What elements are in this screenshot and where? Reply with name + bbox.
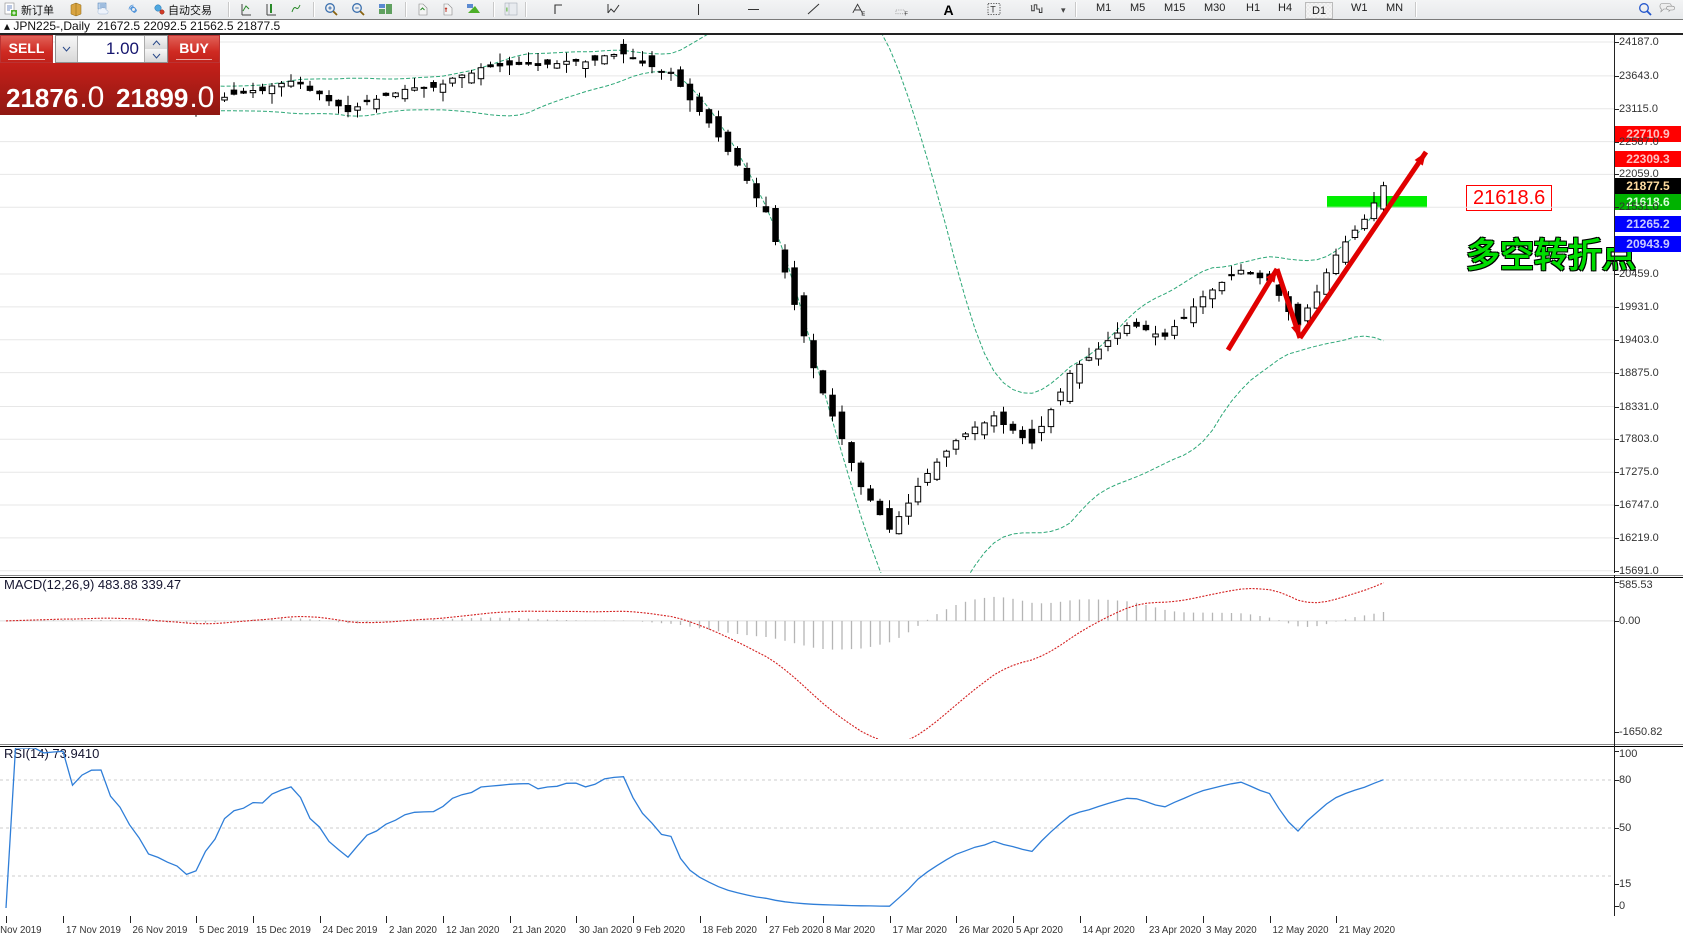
svg-text:E: E <box>861 12 865 17</box>
svg-text:F: F <box>904 12 908 17</box>
svg-text:T: T <box>990 5 996 15</box>
